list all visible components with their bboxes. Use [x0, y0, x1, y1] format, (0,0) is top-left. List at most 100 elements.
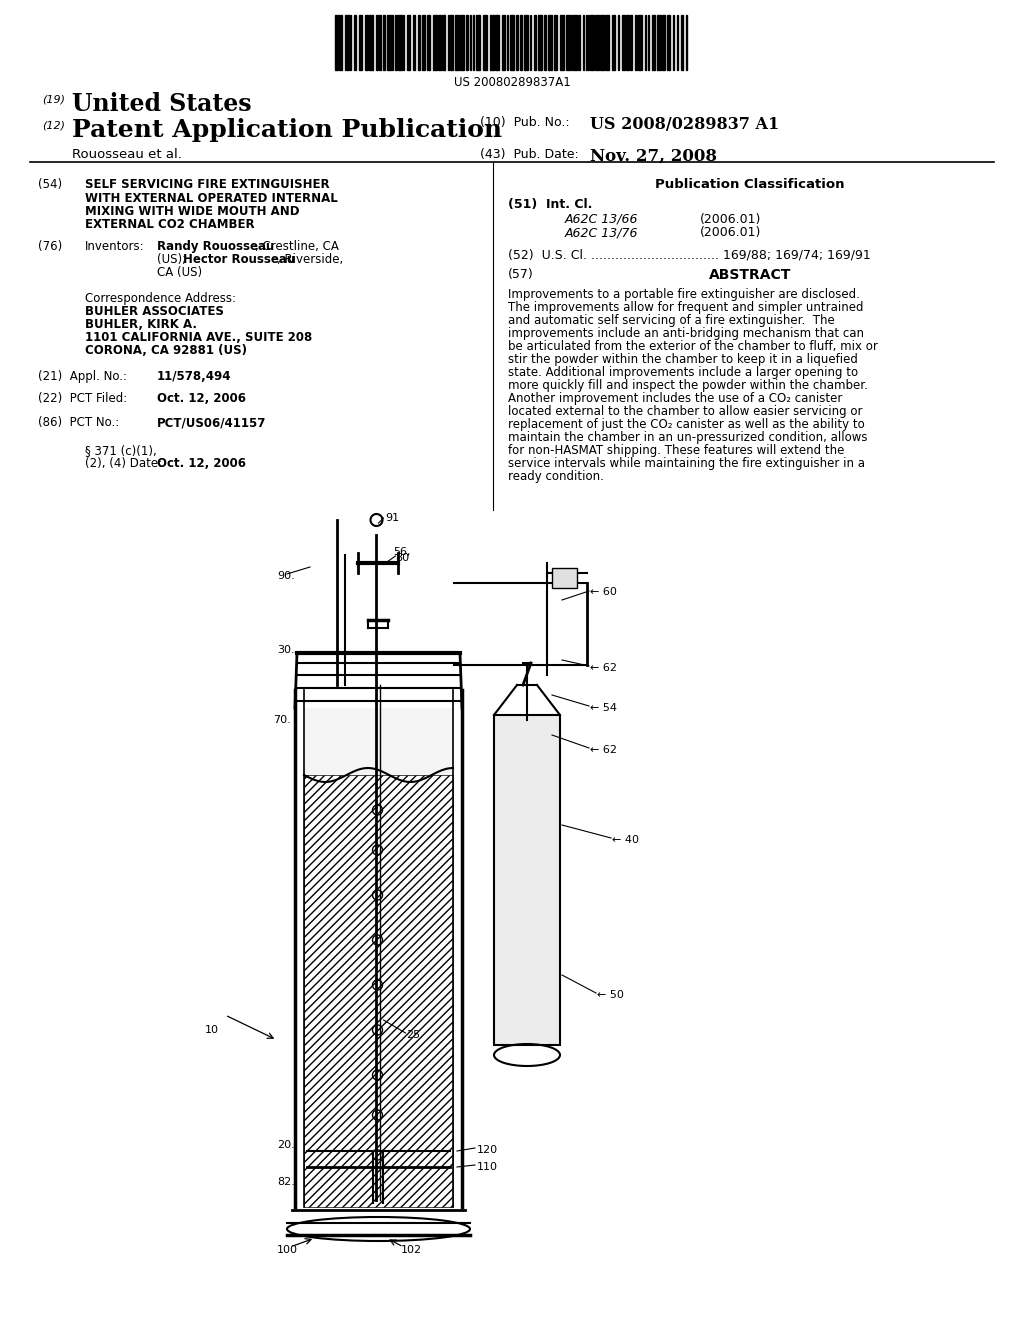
Bar [573, 15, 577, 70]
Text: (52)  U.S. Cl. ................................ 169/88; 169/74; 169/91: (52) U.S. Cl. ..........................… [508, 248, 870, 261]
Text: BUHLER ASSOCIATES: BUHLER ASSOCIATES [85, 305, 224, 318]
Bar [657, 15, 662, 70]
Text: PCT/US06/41157: PCT/US06/41157 [157, 416, 266, 429]
Text: A62C 13/66: A62C 13/66 [565, 213, 639, 226]
Text: 80: 80 [395, 553, 410, 564]
Text: 100: 100 [278, 1245, 298, 1255]
Text: Improvements to a portable fire extinguisher are disclosed.: Improvements to a portable fire extingui… [508, 288, 860, 301]
Text: (54): (54) [38, 178, 62, 191]
Bar [560, 15, 564, 70]
Text: ← 54: ← 54 [590, 704, 617, 713]
Text: (76): (76) [38, 240, 62, 253]
Bar [538, 15, 542, 70]
Bar [304, 708, 453, 775]
Bar [638, 15, 642, 70]
Text: state. Additional improvements include a larger opening to: state. Additional improvements include a… [508, 366, 858, 379]
Text: ← 62: ← 62 [590, 744, 617, 755]
Text: (51)  Int. Cl.: (51) Int. Cl. [508, 198, 592, 211]
Bar [427, 15, 430, 70]
Text: WITH EXTERNAL OPERATED INTERNAL: WITH EXTERNAL OPERATED INTERNAL [85, 191, 338, 205]
Bar [466, 15, 468, 70]
Text: SELF SERVICING FIRE EXTINGUISHER: SELF SERVICING FIRE EXTINGUISHER [85, 178, 330, 191]
Bar [510, 15, 514, 70]
Text: (57): (57) [508, 268, 534, 281]
Bar [605, 15, 609, 70]
Text: 91: 91 [385, 513, 399, 523]
Text: (12): (12) [42, 120, 65, 129]
Text: Oct. 12, 2006: Oct. 12, 2006 [157, 392, 246, 405]
Bar [460, 15, 464, 70]
Bar [379, 15, 381, 70]
Text: The improvements allow for frequent and simpler untrained: The improvements allow for frequent and … [508, 301, 863, 314]
Text: (2), (4) Date:: (2), (4) Date: [85, 457, 162, 470]
Text: ← 50: ← 50 [597, 990, 624, 1001]
Bar [438, 15, 441, 70]
Bar [554, 15, 557, 70]
Text: 20.: 20. [278, 1140, 295, 1150]
Bar [490, 15, 494, 70]
Text: § 371 (c)(1),: § 371 (c)(1), [85, 444, 157, 457]
Text: Oct. 12, 2006: Oct. 12, 2006 [157, 457, 246, 470]
Bar [383, 15, 385, 70]
Circle shape [371, 513, 383, 525]
Bar [483, 15, 487, 70]
Text: ABSTRACT: ABSTRACT [709, 268, 792, 282]
Text: (19): (19) [42, 95, 65, 106]
Text: (21)  Appl. No.:: (21) Appl. No.: [38, 370, 127, 383]
Text: ← 62: ← 62 [590, 663, 617, 673]
Bar [422, 15, 425, 70]
Bar [626, 15, 629, 70]
Bar [387, 15, 391, 70]
Bar [418, 15, 420, 70]
Text: 56,: 56, [393, 546, 411, 557]
Text: CORONA, CA 92881 (US): CORONA, CA 92881 (US) [85, 345, 247, 356]
Bar [450, 15, 453, 70]
Bar [433, 15, 437, 70]
Text: EXTERNAL CO2 CHAMBER: EXTERNAL CO2 CHAMBER [85, 219, 255, 231]
Text: stir the powder within the chamber to keep it in a liquefied: stir the powder within the chamber to ke… [508, 352, 858, 366]
Text: Correspondence Address:: Correspondence Address: [85, 292, 236, 305]
Text: US 2008/0289837 A1: US 2008/0289837 A1 [590, 116, 779, 133]
Text: , Riverside,: , Riverside, [278, 253, 343, 267]
Bar [413, 15, 415, 70]
Bar [596, 15, 599, 70]
Text: 10: 10 [205, 1026, 219, 1035]
Bar [590, 15, 593, 70]
Text: service intervals while maintaining the fire extinguisher in a: service intervals while maintaining the … [508, 457, 865, 470]
Text: Rouosseau et al.: Rouosseau et al. [72, 148, 182, 161]
Bar [570, 15, 572, 70]
Text: ← 60: ← 60 [590, 587, 616, 597]
Bar [335, 15, 338, 70]
Text: replacement of just the CO₂ canister as well as the ability to: replacement of just the CO₂ canister as … [508, 418, 864, 432]
Bar [544, 15, 546, 70]
Bar [622, 15, 625, 70]
Text: (22)  PCT Filed:: (22) PCT Filed: [38, 392, 127, 405]
Bar [304, 775, 453, 1206]
Text: A62C 13/76: A62C 13/76 [565, 226, 639, 239]
Text: Randy Rouosseau: Randy Rouosseau [157, 240, 274, 253]
Bar [476, 15, 480, 70]
Text: 25: 25 [407, 1030, 421, 1040]
Bar [376, 15, 378, 70]
Text: Hector Rousseau: Hector Rousseau [183, 253, 295, 267]
Bar [354, 15, 356, 70]
Text: BUHLER, KIRK A.: BUHLER, KIRK A. [85, 318, 197, 331]
Bar [578, 15, 580, 70]
Text: (86)  PCT No.:: (86) PCT No.: [38, 416, 119, 429]
Text: (2006.01): (2006.01) [700, 226, 762, 239]
Bar [442, 15, 445, 70]
Bar [395, 15, 397, 70]
Bar [612, 15, 615, 70]
Bar [369, 15, 373, 70]
Text: located external to the chamber to allow easier servicing or: located external to the chamber to allow… [508, 405, 862, 418]
Text: more quickly fill and inspect the powder within the chamber.: more quickly fill and inspect the powder… [508, 379, 868, 392]
Bar [635, 15, 637, 70]
Text: CA (US): CA (US) [157, 267, 202, 279]
Text: 11/578,494: 11/578,494 [157, 370, 231, 383]
Text: maintain the chamber in an un-pressurized condition, allows: maintain the chamber in an un-pressurize… [508, 432, 867, 444]
Text: ready condition.: ready condition. [508, 470, 604, 483]
Text: 1101 CALIFORNIA AVE., SUITE 208: 1101 CALIFORNIA AVE., SUITE 208 [85, 331, 312, 345]
Bar [407, 15, 410, 70]
Bar [681, 15, 683, 70]
Text: 82.: 82. [278, 1177, 295, 1187]
